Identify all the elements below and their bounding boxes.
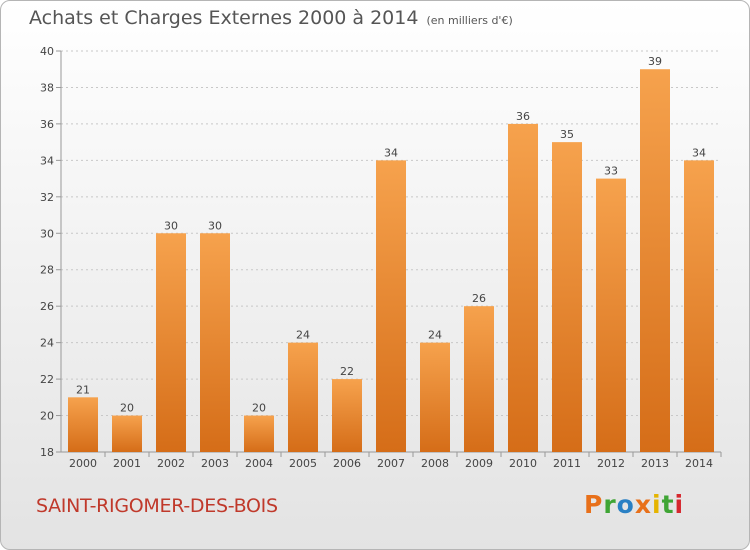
logo-letter: x xyxy=(634,490,652,519)
bar xyxy=(68,397,98,452)
y-tick-label: 30 xyxy=(40,227,54,240)
chart-title: Achats et Charges Externes 2000 à 2014 (e… xyxy=(29,7,513,29)
bar xyxy=(112,415,142,452)
bar-value-label: 35 xyxy=(560,128,574,141)
y-tick-label: 32 xyxy=(40,191,54,204)
x-tick-label: 2014 xyxy=(685,457,713,470)
logo-letter: o xyxy=(616,490,635,519)
y-tick-label: 36 xyxy=(40,118,54,131)
y-tick-label: 38 xyxy=(40,81,54,94)
y-tick-label: 34 xyxy=(40,154,54,167)
x-tick-label: 2010 xyxy=(509,457,537,470)
bar xyxy=(684,160,714,452)
bar xyxy=(596,178,626,452)
bar-value-label: 20 xyxy=(252,402,266,415)
y-tick-label: 40 xyxy=(40,45,54,58)
y-tick-label: 24 xyxy=(40,337,54,350)
x-tick-label: 2003 xyxy=(201,457,229,470)
bar xyxy=(244,415,274,452)
bar-value-label: 24 xyxy=(428,329,442,342)
x-tick-label: 2004 xyxy=(245,457,273,470)
x-tick-label: 2005 xyxy=(289,457,317,470)
bar xyxy=(288,342,318,452)
x-tick-label: 2011 xyxy=(553,457,581,470)
x-tick-label: 2008 xyxy=(421,457,449,470)
title-text: Achats et Charges Externes 2000 à 2014 xyxy=(29,7,419,29)
logo-letter: t xyxy=(661,490,675,519)
bar-value-label: 36 xyxy=(516,110,530,123)
bar-value-label: 30 xyxy=(164,219,178,232)
x-tick-label: 2001 xyxy=(113,457,141,470)
logo-letter: i xyxy=(652,490,662,519)
bar-value-label: 34 xyxy=(692,146,706,159)
bar-value-label: 21 xyxy=(76,383,90,396)
logo-letter: i xyxy=(674,490,685,519)
y-tick-label: 18 xyxy=(40,446,54,459)
logo-letter: r xyxy=(603,490,617,519)
title-unit: (en milliers d'€) xyxy=(426,14,513,27)
bar xyxy=(508,123,538,452)
bar xyxy=(156,233,186,452)
bar-value-label: 30 xyxy=(208,219,222,232)
bar-value-label: 20 xyxy=(120,402,134,415)
y-tick-label: 26 xyxy=(40,300,54,313)
bar-value-label: 34 xyxy=(384,146,398,159)
bar-value-label: 39 xyxy=(648,55,662,68)
x-tick-label: 2000 xyxy=(69,457,97,470)
city-name: SAINT-RIGOMER-DES-BOIS xyxy=(36,495,278,517)
bar xyxy=(552,142,582,453)
x-tick-label: 2013 xyxy=(641,457,669,470)
y-tick-label: 22 xyxy=(40,373,54,386)
bar xyxy=(464,306,494,452)
x-tick-label: 2002 xyxy=(157,457,185,470)
x-tick-label: 2012 xyxy=(597,457,625,470)
bar xyxy=(640,69,670,453)
bar-value-label: 26 xyxy=(472,292,486,305)
bar xyxy=(332,379,362,452)
bar-value-label: 22 xyxy=(340,365,354,378)
bar xyxy=(420,342,450,452)
x-tick-label: 2009 xyxy=(465,457,493,470)
y-tick-label: 28 xyxy=(40,264,54,277)
proxiti-logo: Proxiti xyxy=(584,490,684,519)
x-tick-label: 2007 xyxy=(377,457,405,470)
y-tick-label: 20 xyxy=(40,410,54,423)
bar xyxy=(200,233,230,452)
x-tick-label: 2006 xyxy=(333,457,361,470)
bar-value-label: 33 xyxy=(604,165,618,178)
bar-value-label: 24 xyxy=(296,329,310,342)
bar xyxy=(376,160,406,452)
logo-letter: P xyxy=(584,490,604,519)
